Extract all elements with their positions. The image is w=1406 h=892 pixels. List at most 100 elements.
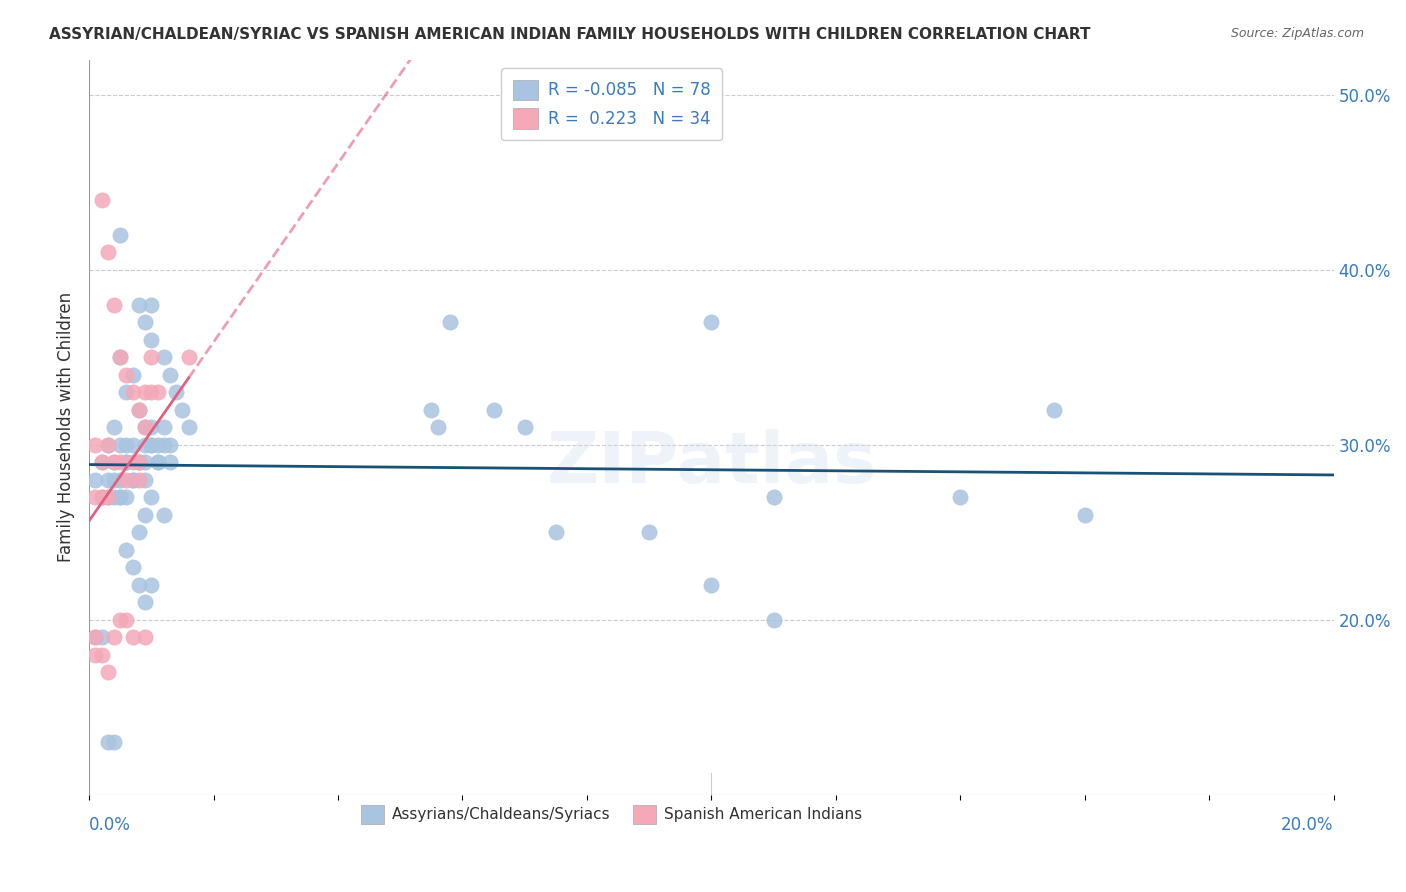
Point [128,525,150,540]
Point [420,402,443,417]
Point [121,368,143,382]
Point [97,490,120,504]
Point [159,455,181,469]
Point [134,508,156,522]
Point [103,455,125,469]
Text: ASSYRIAN/CHALDEAN/SYRIAC VS SPANISH AMERICAN INDIAN FAMILY HOUSEHOLDS WITH CHILD: ASSYRIAN/CHALDEAN/SYRIAC VS SPANISH AMER… [49,27,1091,42]
Point [141,298,163,312]
Point [108,473,131,487]
Point [108,490,131,504]
Point [115,455,138,469]
Point [97,438,120,452]
Point [700,578,723,592]
Point [115,455,138,469]
Point [103,420,125,434]
Point [134,595,156,609]
Point [121,385,143,400]
Point [128,455,150,469]
Point [121,560,143,574]
Point [482,402,505,417]
Point [134,438,156,452]
Point [1042,402,1064,417]
Point [115,542,138,557]
Point [121,473,143,487]
Point [544,525,567,540]
Point [128,298,150,312]
Point [108,613,131,627]
Point [103,630,125,644]
Point [134,473,156,487]
Point [762,613,785,627]
Point [97,490,120,504]
Point [84,648,107,662]
Point [97,665,120,680]
Point [84,438,107,452]
Point [177,420,200,434]
Point [108,227,131,242]
Point [177,350,200,364]
Point [439,315,461,329]
Point [762,490,785,504]
Point [638,525,661,540]
Point [90,193,112,207]
Point [84,473,107,487]
Point [108,490,131,504]
Point [108,350,131,364]
Point [90,455,112,469]
Point [141,333,163,347]
Point [90,490,112,504]
Point [115,438,138,452]
Point [146,455,169,469]
Point [172,402,194,417]
Point [152,350,174,364]
Y-axis label: Family Households with Children: Family Households with Children [58,292,75,562]
Point [128,578,150,592]
Point [103,455,125,469]
Point [84,630,107,644]
Point [115,473,138,487]
Point [128,402,150,417]
Point [121,455,143,469]
Point [165,385,187,400]
Point [141,420,163,434]
Point [426,420,449,434]
Text: 0.0%: 0.0% [89,816,131,834]
Point [700,315,723,329]
Text: 20.0%: 20.0% [1281,816,1334,834]
Point [949,490,972,504]
Point [1073,508,1095,522]
Point [90,630,112,644]
Point [115,368,138,382]
Point [146,438,169,452]
Legend: Assyrians/Chaldeans/Syriacs, Spanish American Indians: Assyrians/Chaldeans/Syriacs, Spanish Ame… [354,797,870,831]
Point [97,735,120,749]
Point [128,455,150,469]
Point [103,490,125,504]
Point [134,630,156,644]
Text: ZIPatlas: ZIPatlas [547,429,876,499]
Point [97,245,120,260]
Point [128,473,150,487]
Point [90,490,112,504]
Point [115,385,138,400]
Point [121,630,143,644]
Point [134,420,156,434]
Point [141,438,163,452]
Point [128,455,150,469]
Point [141,385,163,400]
Point [97,473,120,487]
Point [90,648,112,662]
Point [159,438,181,452]
Point [146,385,169,400]
Point [141,438,163,452]
Point [108,455,131,469]
Point [115,613,138,627]
Point [159,368,181,382]
Point [128,402,150,417]
Point [108,350,131,364]
Point [152,438,174,452]
Point [121,438,143,452]
Point [152,508,174,522]
Point [103,473,125,487]
Point [84,630,107,644]
